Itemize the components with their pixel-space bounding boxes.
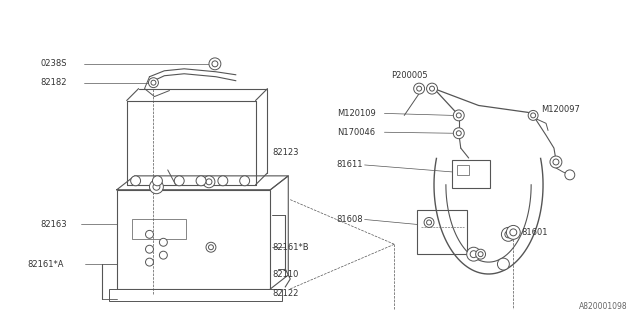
Circle shape <box>145 245 154 253</box>
Circle shape <box>429 86 435 91</box>
Text: 82123: 82123 <box>273 148 299 156</box>
Circle shape <box>145 258 154 266</box>
Circle shape <box>427 220 431 225</box>
Bar <box>132 220 186 239</box>
Text: A820001098: A820001098 <box>579 302 627 311</box>
Bar <box>109 289 282 301</box>
Circle shape <box>453 110 464 121</box>
Circle shape <box>505 231 512 238</box>
Circle shape <box>209 245 213 250</box>
Text: 82182: 82182 <box>40 78 67 87</box>
Bar <box>457 165 468 175</box>
Circle shape <box>174 176 184 186</box>
Circle shape <box>159 238 167 246</box>
Bar <box>417 210 467 254</box>
Circle shape <box>470 251 477 258</box>
Text: 82163: 82163 <box>40 220 67 229</box>
Circle shape <box>240 176 250 186</box>
Circle shape <box>417 86 422 91</box>
Text: 81611: 81611 <box>337 160 364 170</box>
Circle shape <box>196 176 206 186</box>
Text: 82122: 82122 <box>273 289 299 298</box>
Text: 0238S: 0238S <box>40 59 67 68</box>
Text: M120097: M120097 <box>541 105 580 114</box>
Circle shape <box>150 180 163 194</box>
Text: 81608: 81608 <box>337 215 364 224</box>
Text: M120109: M120109 <box>337 109 376 118</box>
Circle shape <box>413 83 424 94</box>
Circle shape <box>206 179 212 185</box>
Circle shape <box>206 242 216 252</box>
Text: 81601: 81601 <box>521 228 548 237</box>
Circle shape <box>506 225 520 239</box>
Circle shape <box>424 218 434 228</box>
Text: 82161*B: 82161*B <box>273 243 309 252</box>
Circle shape <box>427 83 438 94</box>
Circle shape <box>456 131 461 136</box>
Circle shape <box>153 183 160 190</box>
Bar <box>452 160 490 188</box>
Circle shape <box>531 113 536 118</box>
Circle shape <box>553 159 559 165</box>
Circle shape <box>478 252 483 257</box>
Circle shape <box>152 176 163 186</box>
Circle shape <box>501 228 515 241</box>
Circle shape <box>148 78 159 88</box>
Text: P200005: P200005 <box>392 71 428 80</box>
Circle shape <box>131 176 141 186</box>
Text: N170046: N170046 <box>337 128 375 137</box>
Circle shape <box>203 176 215 188</box>
Circle shape <box>453 128 464 139</box>
Circle shape <box>212 61 218 67</box>
Bar <box>116 190 271 289</box>
Circle shape <box>145 230 154 238</box>
Circle shape <box>151 80 156 85</box>
Circle shape <box>476 249 486 259</box>
Circle shape <box>218 176 228 186</box>
Circle shape <box>456 113 461 118</box>
Text: 82161*A: 82161*A <box>28 260 64 268</box>
Circle shape <box>510 229 516 236</box>
Circle shape <box>497 258 509 270</box>
Circle shape <box>467 247 481 261</box>
Circle shape <box>528 110 538 120</box>
Circle shape <box>159 251 167 259</box>
Circle shape <box>550 156 562 168</box>
Text: 82110: 82110 <box>273 269 299 278</box>
Circle shape <box>209 58 221 70</box>
Circle shape <box>565 170 575 180</box>
